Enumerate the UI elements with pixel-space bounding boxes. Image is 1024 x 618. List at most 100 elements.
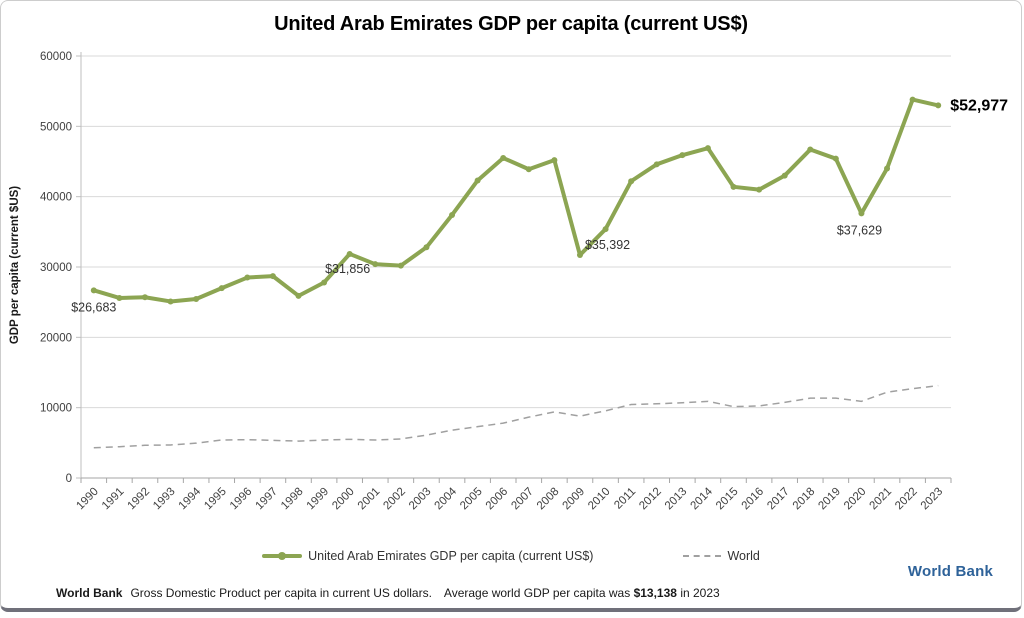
y-tick-label: 50000: [40, 121, 72, 133]
x-tick-label: 2012: [637, 486, 664, 513]
legend-label-world: World: [727, 549, 760, 563]
uae-marker: [884, 165, 891, 172]
source-description: Gross Domestic Product per capita in cur…: [130, 586, 432, 600]
uae-marker: [653, 161, 660, 168]
data-label-2020: $37,629: [837, 223, 882, 237]
x-tick-label: 1990: [74, 486, 101, 513]
x-tick-label: 2018: [791, 486, 818, 513]
y-tick-label: 30000: [40, 262, 72, 274]
world-average-text: Average world GDP per capita was: [443, 586, 631, 600]
y-tick-label: 60000: [40, 51, 72, 63]
uae-marker: [449, 211, 456, 218]
y-tick-label: 0: [66, 473, 72, 485]
source-note: World Bank Gross Domestic Product per cap…: [56, 586, 720, 600]
x-tick-label: 2007: [509, 486, 536, 513]
x-tick-label: 2006: [484, 486, 511, 513]
x-tick-label: 2023: [919, 486, 946, 513]
legend: United Arab Emirates GDP per capita (cur…: [1, 549, 1021, 563]
x-tick-label: 2019: [816, 486, 843, 513]
x-tick-label: 2020: [842, 486, 869, 513]
x-tick-label: 2014: [688, 485, 715, 512]
x-tick-label: 2021: [868, 486, 895, 513]
source-name: World Bank: [56, 586, 123, 600]
uae-marker: [704, 145, 711, 152]
uae-marker: [423, 244, 430, 251]
y-tick-label: 10000: [40, 403, 72, 415]
y-axis-title: GDP per capita (current $US): [9, 185, 21, 345]
x-tick-label: 2002: [381, 486, 408, 513]
x-tick-label: 2005: [458, 486, 485, 513]
x-tick-label: 1995: [202, 486, 229, 513]
x-tick-label: 2004: [433, 485, 460, 512]
chart-title: United Arab Emirates GDP per capita (cur…: [274, 13, 748, 35]
uae-marker: [141, 294, 148, 301]
uae-marker: [244, 274, 251, 281]
x-tick-label: 1993: [151, 486, 178, 513]
legend-item-world: World: [683, 549, 760, 563]
x-tick-label: 1994: [177, 485, 204, 512]
uae-marker: [781, 172, 788, 179]
x-tick-label: 1992: [126, 486, 153, 513]
x-tick-label: 2009: [561, 486, 588, 513]
data-label-2023: $52,977: [950, 97, 1008, 114]
y-tick-label: 40000: [40, 192, 72, 204]
uae-marker: [858, 210, 865, 217]
uae-marker: [628, 178, 635, 185]
x-tick-label: 2011: [612, 486, 638, 512]
uae-marker: [807, 146, 814, 153]
uae-marker: [474, 177, 481, 184]
legend-item-uae: United Arab Emirates GDP per capita (cur…: [262, 549, 593, 563]
uae-marker: [167, 298, 174, 305]
uae-marker: [525, 166, 532, 173]
world-line: [93, 384, 939, 449]
uae-marker: [90, 287, 97, 294]
uae-marker: [679, 152, 686, 159]
x-tick-label: 2008: [535, 486, 562, 513]
uae-marker: [269, 273, 276, 280]
uae-marker: [909, 96, 916, 103]
x-tick-label: 2003: [407, 486, 434, 513]
world-average-value: $13,138: [633, 586, 677, 600]
legend-label-uae: United Arab Emirates GDP per capita (cur…: [308, 549, 594, 563]
x-tick-label: 1991: [100, 486, 127, 513]
x-tick-label: 2000: [330, 486, 357, 513]
x-tick-label: 2013: [663, 486, 690, 513]
uae-marker: [346, 250, 353, 257]
uae-marker: [372, 261, 379, 268]
x-tick-label: 1996: [228, 486, 255, 513]
y-tick-label: 20000: [40, 332, 72, 344]
uae-line: [91, 97, 941, 304]
x-tick-label: 1997: [253, 486, 280, 513]
data-label-2010: $35,392: [585, 238, 630, 252]
uae-marker-icon: [278, 552, 287, 560]
data-label-1990: $26,683: [71, 300, 116, 314]
uae-marker: [832, 155, 839, 162]
x-tick-label: 2001: [356, 486, 383, 513]
x-tick-label: 2016: [740, 486, 767, 513]
uae-marker: [397, 262, 404, 269]
world-bank-watermark: World Bank: [907, 563, 993, 580]
uae-marker: [218, 285, 225, 292]
x-tick-label: 2022: [893, 486, 920, 513]
world-line-sample-icon: [683, 555, 722, 557]
uae-marker: [935, 102, 942, 109]
data-label-2000: $31,856: [325, 262, 370, 276]
uae-marker: [295, 292, 302, 299]
uae-marker: [193, 296, 200, 303]
uae-line-sample-icon: [262, 552, 303, 560]
x-tick-label: 2017: [765, 486, 792, 513]
uae-marker: [500, 154, 507, 161]
x-tick-label: 2010: [586, 486, 613, 513]
x-tick-label: 1998: [279, 486, 306, 513]
uae-marker: [602, 226, 609, 233]
x-tick-label: 1999: [305, 486, 332, 513]
uae-marker: [321, 279, 328, 286]
world-average-year: in 2023: [680, 586, 720, 600]
uae-marker: [551, 157, 558, 164]
uae-marker: [576, 252, 583, 259]
uae-marker: [730, 183, 737, 190]
uae-marker: [116, 294, 123, 301]
uae-marker: [756, 186, 763, 193]
